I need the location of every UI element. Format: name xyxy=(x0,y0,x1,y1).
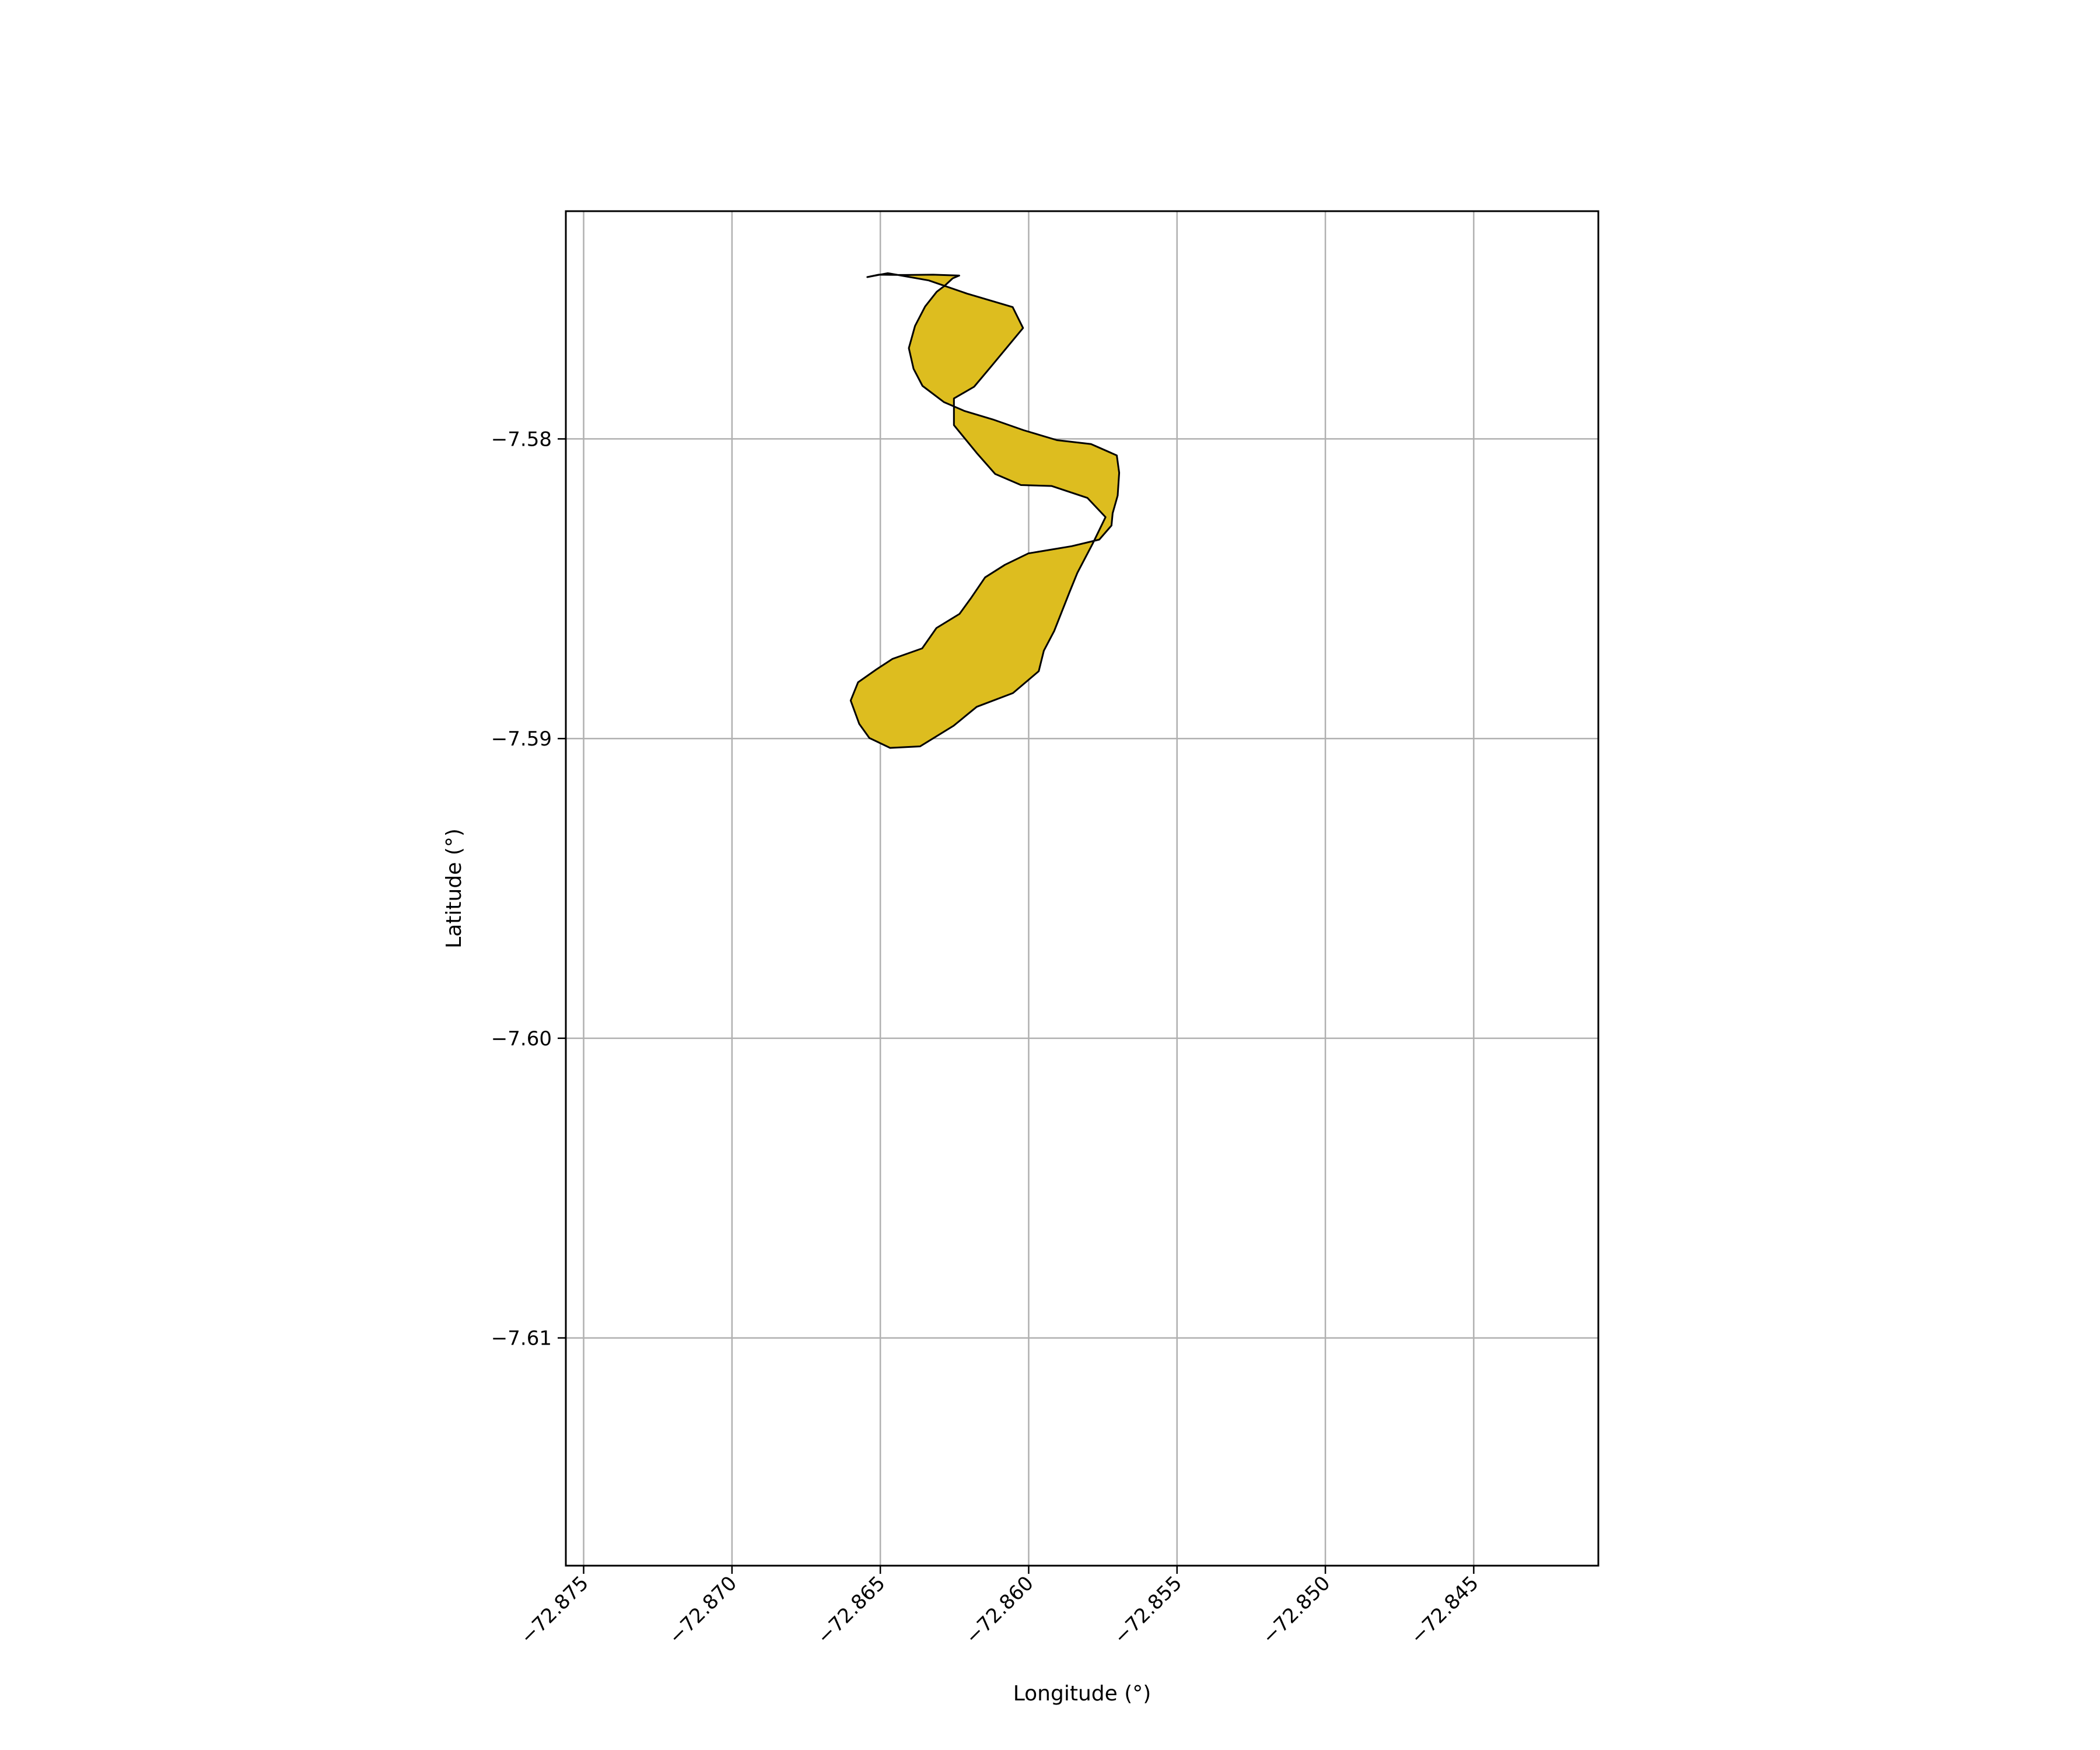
axes-frame xyxy=(565,210,1600,1567)
x-tick-label: −72.870 xyxy=(664,1572,742,1649)
x-tick-label: −72.860 xyxy=(961,1572,1038,1649)
y-axis-ticks: −7.58 −7.59 −7.60 −7.61 xyxy=(491,428,566,1350)
x-tick-label: −72.850 xyxy=(1258,1572,1335,1649)
grid-lines xyxy=(566,211,1598,1566)
x-tick-label: −72.865 xyxy=(813,1572,890,1649)
x-tick-label: −72.845 xyxy=(1406,1572,1483,1649)
x-tick-label: −72.875 xyxy=(516,1572,593,1649)
x-axis-ticks: −72.875 −72.870 −72.865 −72.860 −72.855 −72.8… xyxy=(516,1566,1483,1649)
y-tick-label: −7.59 xyxy=(491,727,552,751)
x-axis-label: Longitude (°) xyxy=(1013,1682,1152,1706)
y-tick-label: −7.60 xyxy=(491,1027,552,1051)
y-tick-label: −7.61 xyxy=(491,1327,552,1350)
y-tick-label: −7.58 xyxy=(491,428,552,451)
x-tick-label: −72.855 xyxy=(1110,1572,1187,1649)
y-axis-label: Latitude (°) xyxy=(442,828,466,949)
region-polygon xyxy=(849,272,1121,749)
